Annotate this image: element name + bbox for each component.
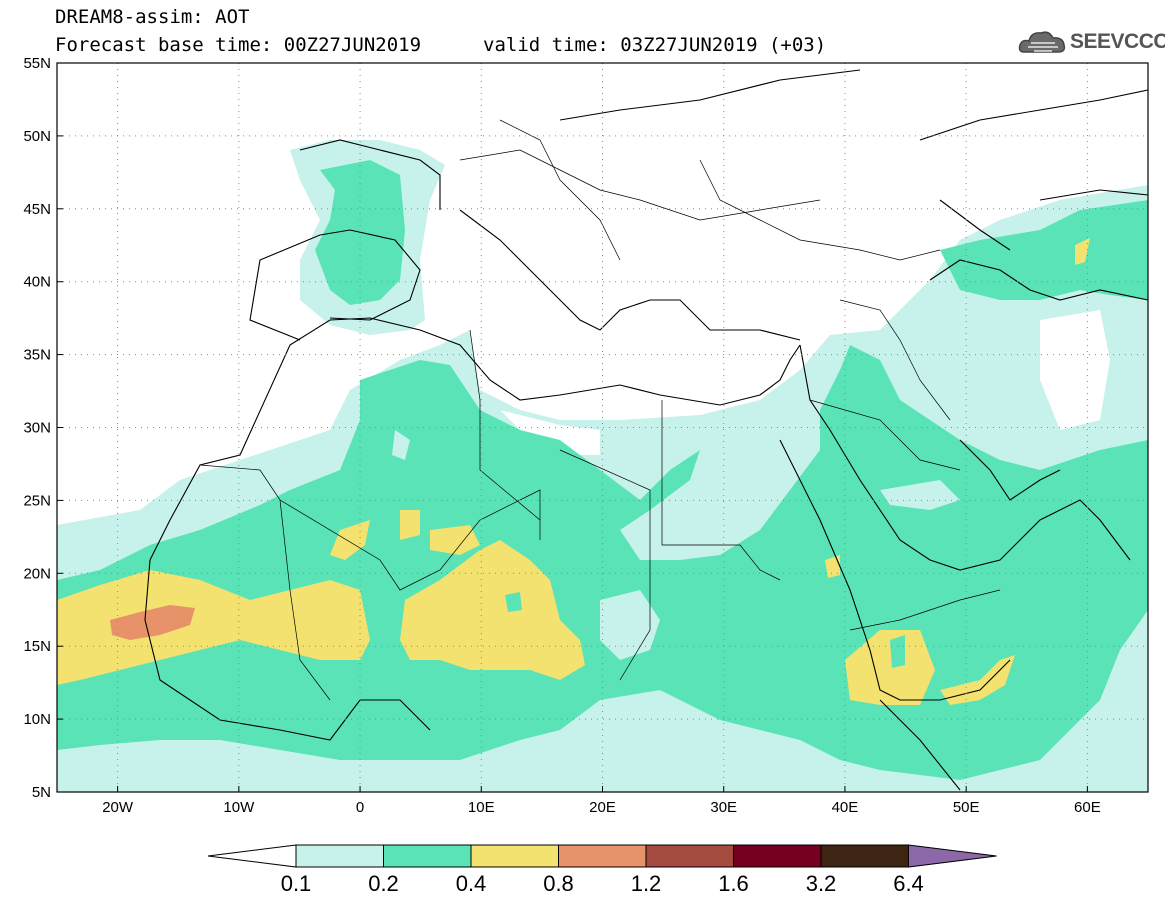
lon-label: 10W (223, 799, 255, 816)
colorbar-cell (295, 844, 384, 868)
cloud-icon (1018, 31, 1066, 53)
lon-label: 50E (953, 799, 980, 816)
valid-time: valid time: 03Z27JUN2019 (+03) (483, 34, 827, 56)
lat-label: 45N (23, 201, 51, 218)
colorbar-cell (383, 844, 472, 868)
aot-band-0.1-holes (392, 430, 960, 660)
colorbar-label: 0.4 (456, 871, 487, 896)
lat-label: 20N (23, 565, 51, 582)
colorbar-label: 6.4 (893, 871, 924, 896)
lon-label: 60E (1074, 799, 1101, 816)
lat-label: 10N (23, 711, 51, 728)
colorbar-cell (558, 844, 647, 868)
lat-label: 55N (23, 55, 51, 72)
lon-label: 0 (356, 799, 364, 816)
colorbar-cell (820, 844, 909, 868)
lat-label: 35N (23, 347, 51, 364)
lon-label: 40E (832, 799, 859, 816)
coastlines (144, 69, 1148, 791)
colorbar-below-triangle (207, 844, 297, 868)
colorbar-label: 0.8 (543, 871, 574, 896)
colorbar-label: 1.6 (718, 871, 749, 896)
aot-band-0.8 (110, 605, 195, 640)
lat-label: 40N (23, 274, 51, 291)
colorbar-label: 0.1 (281, 871, 312, 896)
seevccc-logo: SEEVCCC (1018, 26, 1165, 60)
colorbar-cell (470, 844, 559, 868)
borders (199, 119, 1001, 701)
lat-label: 25N (23, 492, 51, 509)
latitude-labels: 55N 50N 45N 40N 35N 30N 25N 20N 15N 10N 5N (23, 55, 63, 801)
lon-label: 10E (468, 799, 495, 816)
map-title: DREAM8-assim: AOT (55, 6, 250, 28)
lat-label: 30N (23, 420, 51, 437)
lon-label: 20E (589, 799, 616, 816)
colorbar-label: 1.2 (631, 871, 662, 896)
colorbar-cell (645, 844, 734, 868)
lat-label: 5N (32, 784, 51, 801)
lon-label: 30E (710, 799, 737, 816)
aot-band-0.2-holes (505, 592, 905, 668)
colorbar-cell (733, 844, 822, 868)
aot-band-below (57, 310, 1110, 525)
lat-label: 15N (23, 638, 51, 655)
forecast-base-time: Forecast base time: 00Z27JUN2019 (55, 34, 422, 56)
colorbar-above-triangle (908, 844, 997, 868)
colorbar-label: 0.2 (368, 871, 399, 896)
aot-band-0.4 (57, 238, 1090, 705)
colorbar-label: 3.2 (806, 871, 837, 896)
lon-label: 20W (102, 799, 134, 816)
logo-text: SEEVCCC (1070, 30, 1165, 53)
lat-label: 50N (23, 128, 51, 145)
longitude-labels: 20W 10W 0 10E 20E 30E 40E 50E 60E (102, 786, 1101, 816)
